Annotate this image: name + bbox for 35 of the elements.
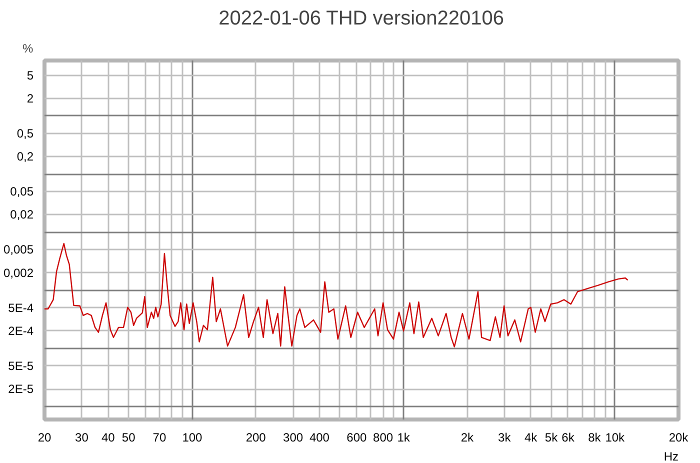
x-tick-label: 40 <box>101 430 116 444</box>
x-tick-label: 6k <box>562 430 576 444</box>
y-tick-label: 0,002 <box>3 266 34 280</box>
x-tick-label: 20 <box>38 430 52 444</box>
x-tick-label: 100 <box>182 430 203 444</box>
x-tick-label: 8k <box>588 430 602 444</box>
x-tick-label: 30 <box>75 430 89 444</box>
y-tick-label: 0,2 <box>16 150 34 164</box>
y-tick-label: 0,005 <box>3 242 34 257</box>
x-tick-label: 70 <box>152 430 166 444</box>
chart-title: 2022-01-06 THD version220106 <box>218 8 504 30</box>
y-tick-label: 5 <box>26 68 34 82</box>
y-tick-label: 2E-4 <box>8 324 34 338</box>
x-tick-label: 20k <box>668 430 690 444</box>
x-tick-label: 600 <box>346 430 367 444</box>
y-axis-title: % <box>22 42 34 56</box>
x-tick-label: 200 <box>246 430 266 444</box>
x-tick-label: 800 <box>373 430 394 444</box>
y-tick-label: 0,5 <box>16 126 34 140</box>
x-tick-label: 3k <box>498 430 512 444</box>
y-tick-label: 5E-4 <box>8 300 34 315</box>
x-tick-label: 400 <box>309 430 330 444</box>
y-tick-label: 2E-5 <box>8 382 34 396</box>
x-axis-title: Hz <box>664 450 679 463</box>
x-tick-label: 5k <box>544 430 559 444</box>
y-tick-label: 5E-5 <box>8 358 34 373</box>
x-tick-label: 2k <box>460 430 475 444</box>
y-tick-label: 0,05 <box>10 184 34 199</box>
x-tick-label: 300 <box>283 430 304 444</box>
x-tick-label: 50 <box>122 430 136 444</box>
x-tick-label: 4k <box>524 430 538 444</box>
y-tick-label: 2 <box>26 91 34 106</box>
x-tick-label: 10k <box>605 430 626 444</box>
y-tick-label: 0,02 <box>10 208 34 222</box>
x-tick-label: 1k <box>397 430 411 444</box>
